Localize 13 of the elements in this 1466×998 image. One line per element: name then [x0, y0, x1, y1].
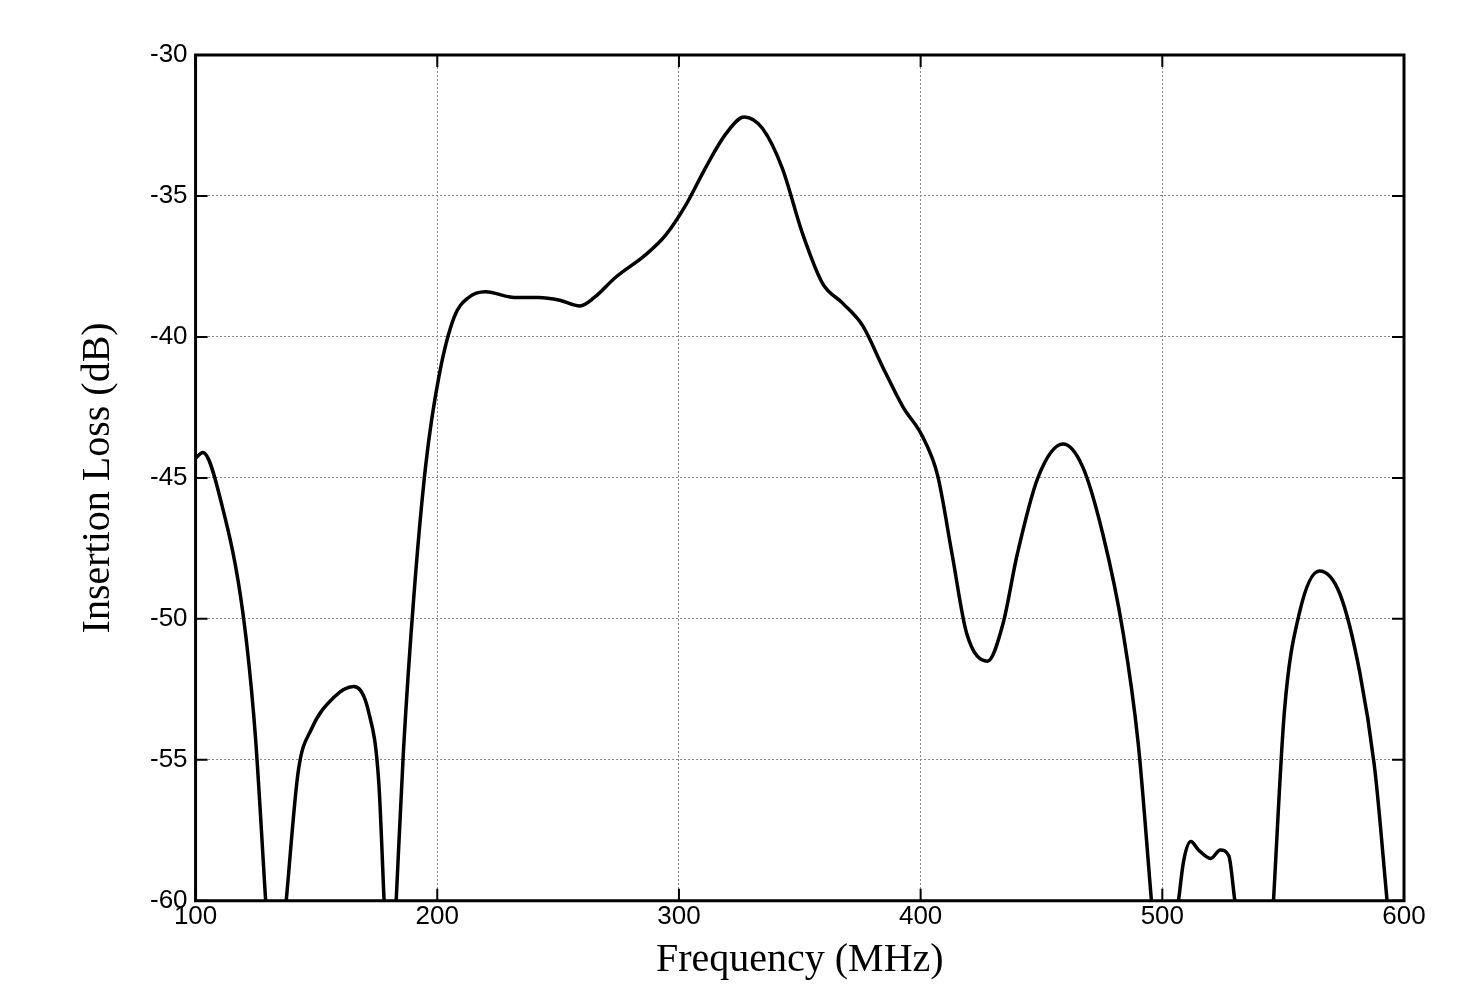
x-axis-title: Frequency (MHz)	[655, 934, 944, 980]
y-tick-label: -30	[150, 38, 188, 69]
y-tick-label: -50	[150, 602, 188, 633]
x-tick-label: 500	[1140, 899, 1185, 930]
y-tick-label: -35	[150, 179, 188, 210]
x-tick-label: 600	[1382, 899, 1426, 930]
y-tick-label: -55	[150, 743, 188, 774]
x-tick-label: 300	[657, 899, 701, 930]
y-tick-label: -40	[150, 320, 188, 351]
x-tick-label: 400	[898, 899, 943, 930]
x-tick-label: 200	[415, 899, 459, 930]
y-axis-title: Insertion Loss (dB)	[72, 322, 118, 634]
y-tick-label: -45	[150, 461, 188, 492]
